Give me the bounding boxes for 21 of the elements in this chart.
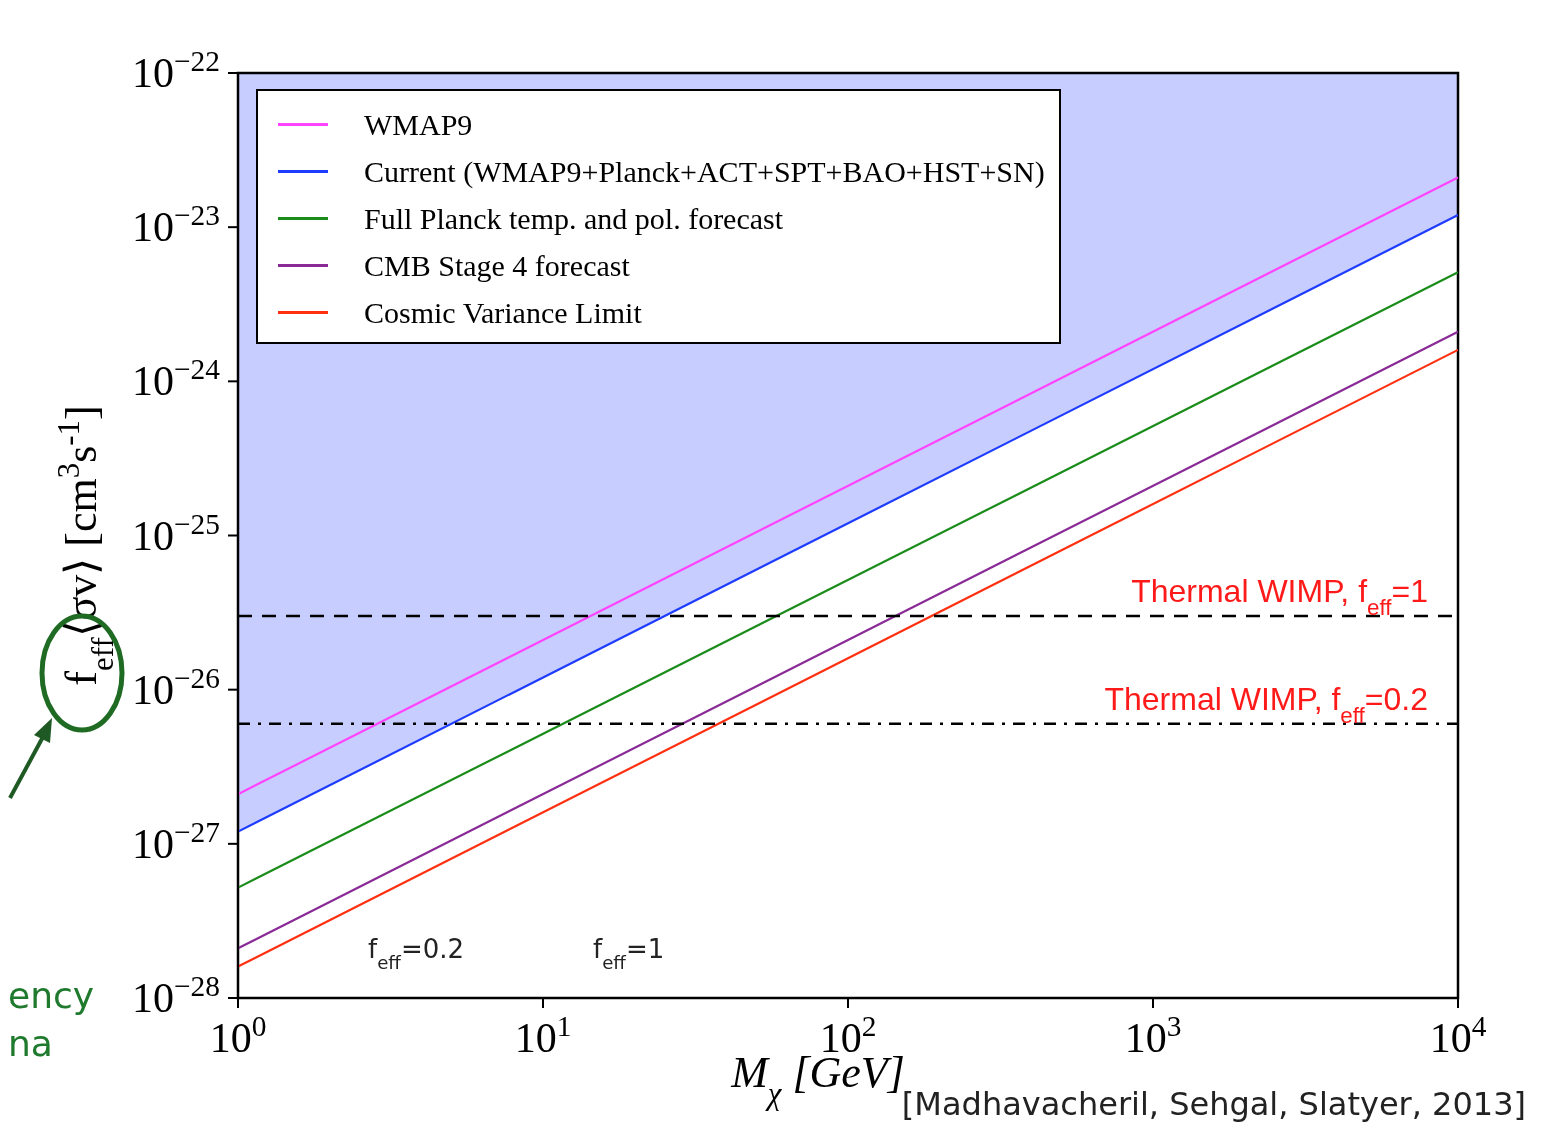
- y-tick-label: 10$^{−27}$: [132, 815, 220, 867]
- legend-label: Current (WMAP9+Planck+ACT+SPT+BAO+HST+SN): [364, 154, 1045, 189]
- legend-label: Cosmic Variance Limit: [364, 295, 642, 330]
- y-tick-label: 10$^{−23}$: [132, 199, 220, 251]
- x-tick-label: 10$^{1}$: [514, 1010, 572, 1061]
- y-tick-label: 10$^{−24}$: [132, 353, 221, 405]
- text: ency: [8, 975, 95, 1016]
- y-tick-label: 10$^{−25}$: [132, 507, 220, 559]
- legend-label: WMAP9: [364, 107, 473, 142]
- x-tick-label: 10$^{4}$: [1429, 1010, 1487, 1061]
- annotation: f$_{eff}$=1: [593, 934, 665, 973]
- y-tick-label: 10$^{−26}$: [132, 661, 220, 713]
- annotation: f$_{eff}$=0.2: [368, 934, 465, 973]
- annotation: Thermal WIMP, f$_{eff}$=0.2: [1104, 680, 1428, 728]
- annotation: Thermal WIMP, f$_{eff}$=1: [1131, 573, 1428, 620]
- text: na: [8, 1023, 53, 1064]
- legend-label: Full Planck temp. and pol. forecast: [364, 201, 784, 236]
- text: [Madhavacheril, Sehgal, Slatyer, 2013]: [901, 1085, 1526, 1123]
- x-tick-label: 10$^{3}$: [1124, 1010, 1182, 1061]
- y-tick-label: 10$^{−22}$: [132, 45, 220, 96]
- legend-label: CMB Stage 4 forecast: [364, 248, 630, 283]
